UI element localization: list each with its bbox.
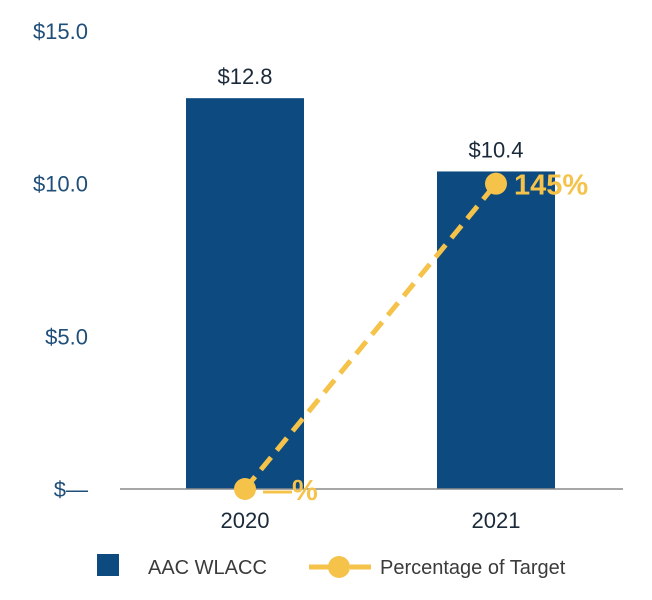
y-tick-label: $10.0 (33, 172, 88, 197)
percentage-marker-2020 (234, 478, 256, 500)
percentage-labels: —% 145% (263, 170, 588, 507)
percentage-label: —% (263, 475, 318, 507)
legend: AAC WLACC Percentage of Target (97, 554, 566, 579)
bar-value-labels: $12.8 $10.4 (217, 64, 523, 162)
bar-value-label: $12.8 (217, 64, 272, 89)
legend-bar-swatch (97, 554, 119, 576)
x-tick-label: 2020 (221, 508, 270, 533)
x-tick-label: 2021 (472, 508, 521, 533)
legend-label-line: Percentage of Target (380, 557, 566, 579)
bar-2021 (437, 171, 555, 489)
percentage-line (234, 172, 507, 500)
bar-value-label: $10.4 (468, 137, 523, 162)
bars (186, 98, 555, 489)
percentage-line-path (243, 182, 498, 491)
percentage-label: 145% (514, 170, 588, 202)
bar-2020 (186, 98, 304, 489)
y-tick-label: $15.0 (33, 19, 88, 44)
percentage-marker-2021 (485, 172, 507, 195)
y-tick-label: $— (54, 477, 88, 502)
y-tick-label: $5.0 (45, 324, 88, 349)
legend-label-bars: AAC WLACC (148, 557, 267, 579)
legend-line-marker (328, 556, 350, 578)
y-axis-ticks: $— $5.0 $10.0 $15.0 (33, 19, 88, 502)
x-axis-ticks: 2020 2021 (221, 508, 521, 533)
